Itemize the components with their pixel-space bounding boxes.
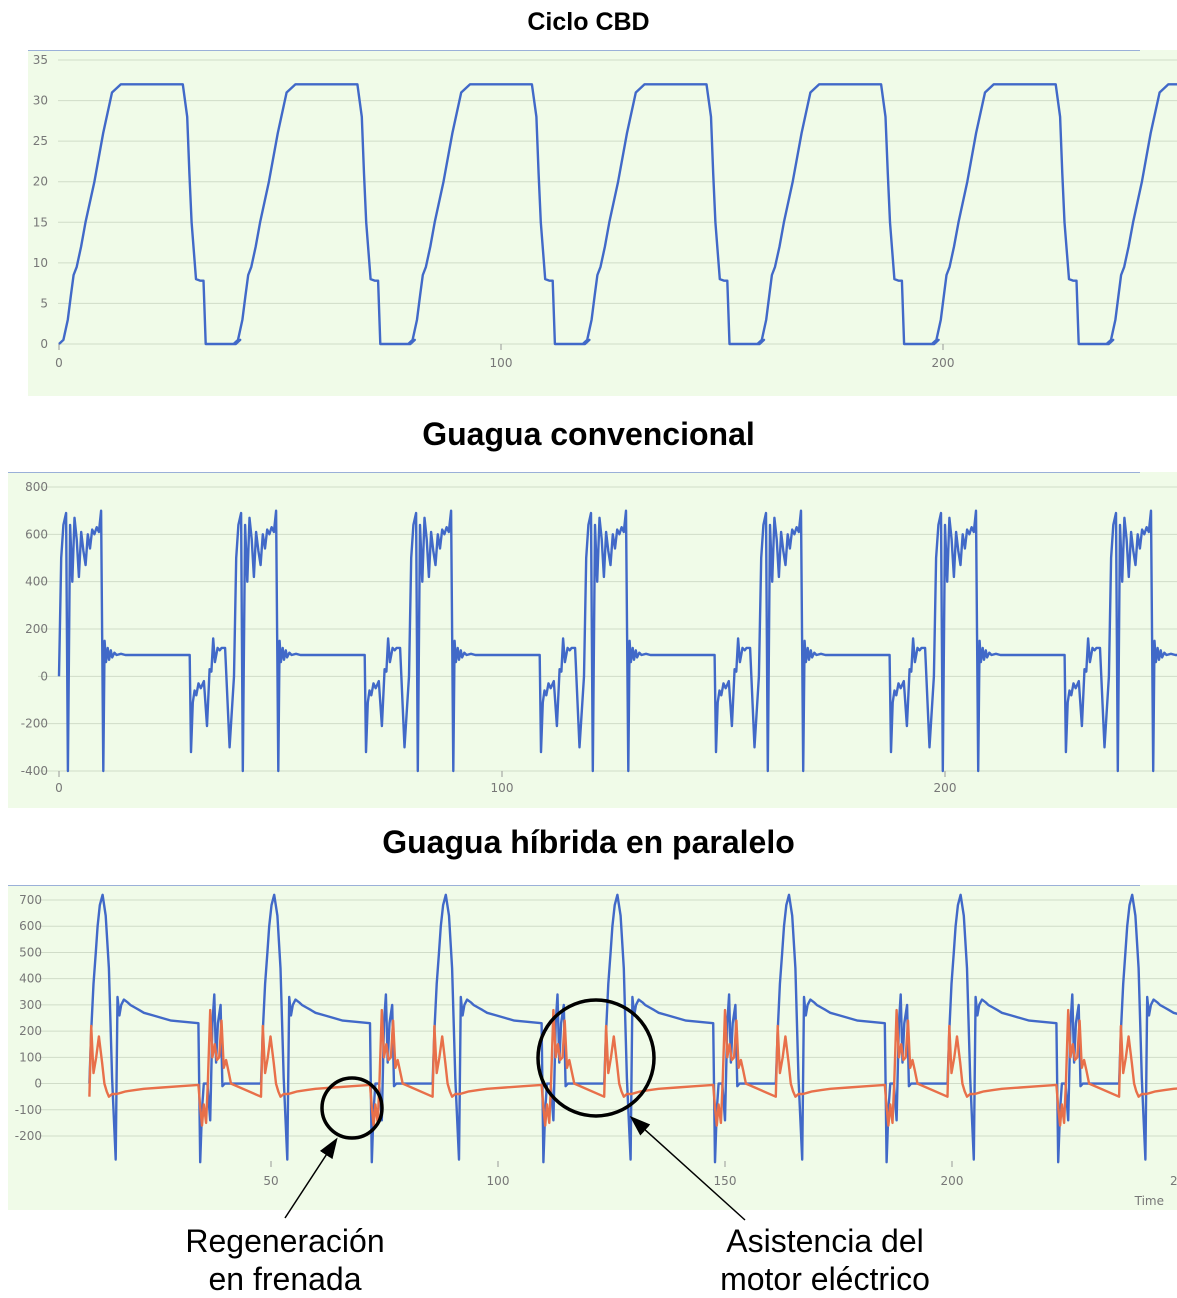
chart-title-cbd: Ciclo CBD <box>527 8 650 36</box>
series-line-0 <box>88 893 1177 1164</box>
y-tick-label: -100 <box>15 1103 42 1117</box>
annotation-motor-assist-line2: motor eléctrico <box>720 1261 930 1297</box>
y-tick-label: 200 <box>19 1024 42 1038</box>
y-tick-label: 500 <box>19 945 42 959</box>
y-tick-label: 600 <box>19 919 42 933</box>
y-tick-label: 30 <box>33 94 48 108</box>
chart-title-hybrid: Guagua híbrida en paralelo <box>382 824 795 860</box>
y-tick-label: 700 <box>19 893 42 907</box>
annotation-motor-assist-line1: Asistencia del <box>726 1223 924 1259</box>
series-line-0 <box>57 509 1177 773</box>
x-tick-label: 150 <box>714 1174 737 1188</box>
x-tick-label: 100 <box>491 781 514 795</box>
x-tick-label: 200 <box>934 781 957 795</box>
y-tick-label: -200 <box>15 1129 42 1143</box>
y-tick-label: 800 <box>25 480 48 494</box>
plot-background <box>28 50 1177 396</box>
x-tick-label: 100 <box>490 356 513 370</box>
annotation-regeneration-line2: en frenada <box>208 1261 362 1297</box>
x-tick-label: 200 <box>941 1174 964 1188</box>
x-tick-label: 50 <box>263 1174 278 1188</box>
chart-guagua-convencional: -400 -200 0 200 400 600 800 0 100 200 <box>8 472 1177 808</box>
series-line-1 <box>88 1008 1177 1127</box>
y-tick-label: 400 <box>25 575 48 589</box>
y-tick-label: 0 <box>40 337 48 351</box>
y-tick-label: 10 <box>33 256 48 270</box>
y-tick-label: 0 <box>40 669 48 683</box>
annotation-regeneration-line1: Regeneración <box>185 1223 385 1259</box>
annotation-motor-assist: Asistencia del motor eléctrico <box>680 1222 970 1298</box>
y-tick-label: 100 <box>19 1050 42 1064</box>
series-line-0 <box>58 83 1177 346</box>
x-tick-label: 0 <box>55 356 63 370</box>
y-tick-label: 25 <box>33 134 48 148</box>
y-tick-label: 35 <box>33 53 48 67</box>
x-tick-label: 100 <box>487 1174 510 1188</box>
x-tick-label: 2. <box>1170 1174 1177 1188</box>
y-tick-label: 15 <box>33 215 48 229</box>
plot-background <box>8 885 1177 1210</box>
chart-ciclo-cbd: 0 5 10 15 20 25 30 35 0 100 200 <box>28 50 1177 396</box>
annotation-regeneration: Regeneración en frenada <box>150 1222 420 1298</box>
x-tick-label: 0 <box>55 781 63 795</box>
y-tick-label: 300 <box>19 998 42 1012</box>
chart-guagua-hibrida: -200 -100 0 100 200 300 400 500 600 700 50 100 150 20… <box>8 885 1177 1210</box>
y-tick-label: 0 <box>34 1077 42 1091</box>
y-tick-label: -200 <box>21 717 48 731</box>
y-tick-label: 200 <box>25 622 48 636</box>
chart-title-conventional: Guagua convencional <box>422 416 755 452</box>
x-tick-label: 200 <box>932 356 955 370</box>
y-tick-label: 5 <box>40 296 48 310</box>
x-axis-label: Time <box>1134 1194 1164 1208</box>
y-tick-label: -400 <box>21 764 48 778</box>
y-tick-label: 20 <box>33 175 48 189</box>
y-tick-label: 400 <box>19 972 42 986</box>
y-tick-label: 600 <box>25 527 48 541</box>
